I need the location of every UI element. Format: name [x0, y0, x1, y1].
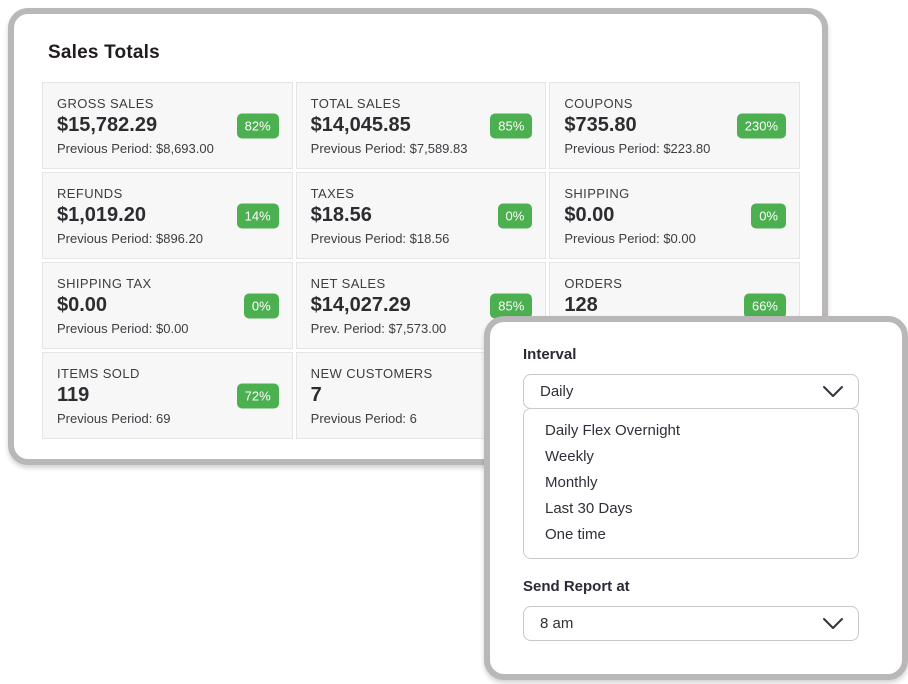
metric-label: TAXES — [310, 186, 355, 201]
metric-value: $0.00 — [564, 204, 615, 226]
metric-value: $735.80 — [564, 114, 637, 136]
send-report-label: Send Report at — [523, 578, 630, 595]
percent-change-badge: 72% — [236, 383, 279, 408]
interval-option-one-time[interactable]: One time — [545, 526, 606, 543]
metric-previous: Previous Period: $8,693.00 — [57, 141, 214, 156]
metric-card-taxes: TAXES $18.56 Previous Period: $18.56 0% — [295, 172, 547, 259]
interval-option-daily-flex-overnight[interactable]: Daily Flex Overnight — [545, 422, 681, 439]
percent-change-badge: 85% — [490, 113, 533, 138]
percent-change-badge: 0% — [497, 203, 533, 228]
metric-previous: Prev. Period: $7,573.00 — [310, 321, 447, 336]
interval-options-list: Daily Flex Overnight Weekly Monthly Last… — [523, 408, 859, 559]
metric-card-gross-sales: GROSS SALES $15,782.29 Previous Period: … — [42, 82, 293, 169]
send-report-selected-value: 8 am — [540, 615, 574, 632]
metric-card-shipping-tax: SHIPPING TAX $0.00 Previous Period: $0.0… — [42, 262, 293, 349]
metric-previous: Previous Period: $18.56 — [310, 231, 450, 246]
report-settings-panel: Interval Daily Daily Flex Overnight Week… — [484, 316, 908, 680]
metric-label: NEW CUSTOMERS — [310, 366, 433, 381]
metric-label: COUPONS — [564, 96, 633, 111]
metric-label: ORDERS — [564, 276, 623, 291]
page-title: Sales Totals — [48, 42, 160, 63]
metric-value: 7 — [310, 384, 322, 406]
interval-option-weekly[interactable]: Weekly — [545, 448, 594, 465]
percent-change-badge: 14% — [236, 203, 279, 228]
metric-value: $1,019.20 — [57, 204, 146, 226]
metric-value: $15,782.29 — [57, 114, 158, 136]
percent-change-badge: 85% — [490, 293, 533, 318]
metric-card-items-sold: ITEMS SOLD 119 Previous Period: 69 72% — [42, 352, 293, 439]
metric-previous: Previous Period: $896.20 — [57, 231, 203, 246]
percent-change-badge: 66% — [743, 293, 786, 318]
metric-previous: Previous Period: $223.80 — [564, 141, 711, 156]
metric-card-coupons: COUPONS $735.80 Previous Period: $223.80… — [549, 82, 800, 169]
interval-select[interactable]: Daily — [523, 374, 859, 409]
metric-label: TOTAL SALES — [310, 96, 401, 111]
metric-label: SHIPPING — [564, 186, 630, 201]
metric-label: REFUNDS — [57, 186, 123, 201]
interval-option-last-30-days[interactable]: Last 30 Days — [545, 500, 633, 517]
interval-label: Interval — [523, 346, 577, 363]
metric-previous: Previous Period: $0.00 — [564, 231, 696, 246]
metric-label: GROSS SALES — [57, 96, 154, 111]
metric-card-refunds: REFUNDS $1,019.20 Previous Period: $896.… — [42, 172, 293, 259]
metric-previous: Previous Period: $7,589.83 — [310, 141, 468, 156]
metric-previous: Previous Period: 69 — [57, 411, 171, 426]
percent-change-badge: 82% — [236, 113, 279, 138]
metric-value: $0.00 — [57, 294, 108, 316]
metric-card-total-sales: TOTAL SALES $14,045.85 Previous Period: … — [295, 82, 547, 169]
percent-change-badge: 0% — [243, 293, 279, 318]
metric-value: 119 — [57, 384, 90, 406]
metric-previous: Previous Period: $0.00 — [57, 321, 189, 336]
metric-label: SHIPPING TAX — [57, 276, 152, 291]
metric-previous: Previous Period: 6 — [310, 411, 417, 426]
metric-label: ITEMS SOLD — [57, 366, 140, 381]
interval-option-monthly[interactable]: Monthly — [545, 474, 598, 491]
chevron-down-icon — [822, 617, 844, 631]
metric-value: $14,045.85 — [310, 114, 411, 136]
interval-selected-value: Daily — [540, 383, 574, 400]
metric-value: $14,027.29 — [310, 294, 411, 316]
metric-value: $18.56 — [310, 204, 372, 226]
metric-label: NET SALES — [310, 276, 386, 291]
metric-card-shipping: SHIPPING $0.00 Previous Period: $0.00 0% — [549, 172, 800, 259]
chevron-down-icon — [822, 385, 844, 399]
metric-value: 128 — [564, 294, 598, 316]
percent-change-badge: 230% — [736, 113, 786, 138]
send-report-select[interactable]: 8 am — [523, 606, 859, 641]
percent-change-badge: 0% — [751, 203, 786, 228]
